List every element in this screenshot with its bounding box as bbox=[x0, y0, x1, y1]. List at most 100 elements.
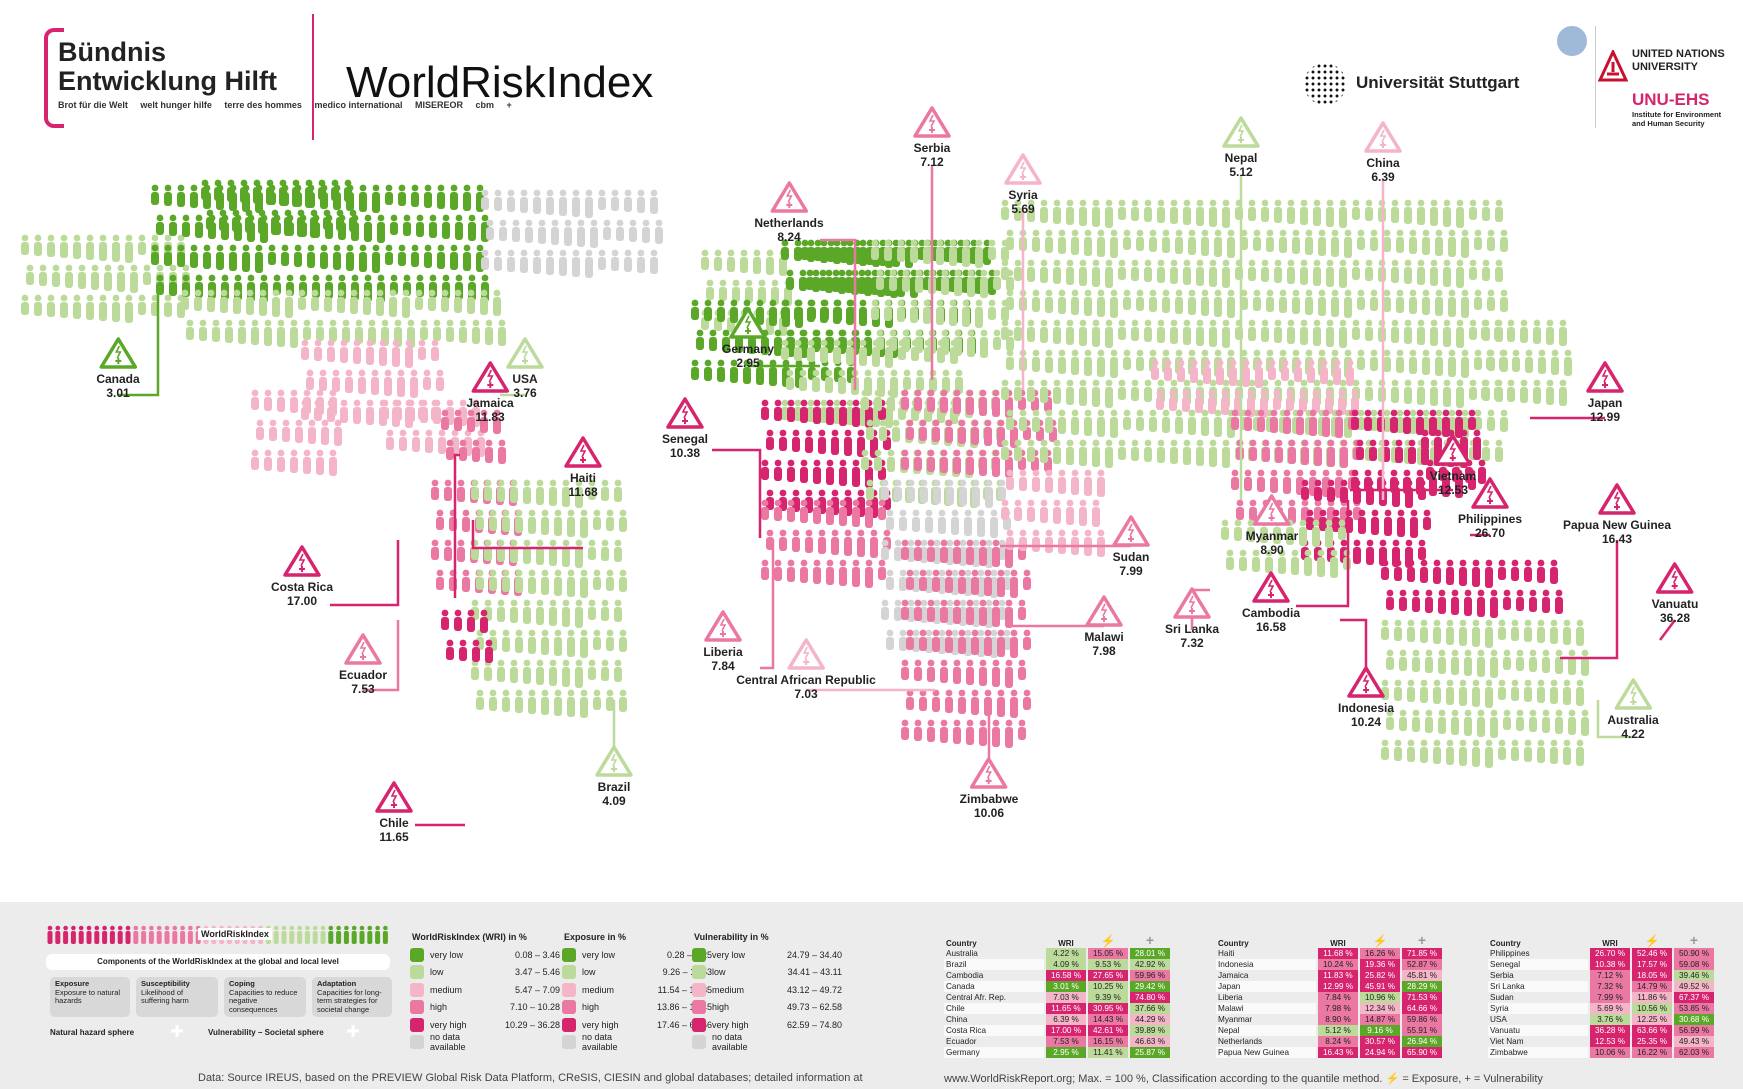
callout-value: 10.24 bbox=[1350, 715, 1382, 729]
callout-country: Germany bbox=[721, 342, 775, 356]
vulnerability-value: 53.85 % bbox=[1674, 1003, 1714, 1014]
callout-vanuatu: Vanuatu 36.28 bbox=[1652, 561, 1698, 625]
class-swatch bbox=[410, 947, 424, 962]
wri-value: 8.24 % bbox=[1318, 1036, 1358, 1047]
class-label: low bbox=[582, 967, 596, 977]
vulnerability-value: 44.29 % bbox=[1130, 1014, 1170, 1025]
class-range: 0.08 – 3.46 bbox=[514, 949, 560, 960]
callout-connector bbox=[1296, 500, 1350, 608]
exposure-value: 15.05 % bbox=[1088, 948, 1128, 959]
country-column-header: Country bbox=[1490, 939, 1521, 948]
classification-row: very high 17.46 – 63.66 bbox=[562, 1016, 712, 1033]
vulnerability-value: 56.99 % bbox=[1674, 1025, 1714, 1036]
class-swatch bbox=[562, 1000, 576, 1014]
wri-value: 4.22 % bbox=[1046, 948, 1086, 959]
callout-value: 3.01 bbox=[106, 386, 130, 400]
table-row: Liberia 7.84 % 10.96 % 71.53 % bbox=[1216, 992, 1442, 1003]
class-label: low bbox=[430, 967, 444, 977]
vulnerability-value: 28.01 % bbox=[1130, 948, 1170, 959]
callout-brazil: Brazil 4.09 bbox=[594, 744, 634, 808]
class-swatch bbox=[410, 965, 424, 979]
callout-japan: Japan 12.99 bbox=[1585, 360, 1625, 424]
class-label: high bbox=[712, 1002, 730, 1012]
table-row: Malawi 7.98 % 12.34 % 64.66 % bbox=[1216, 1003, 1442, 1014]
vulnerability-value: 45.81 % bbox=[1402, 970, 1442, 981]
callout-value: 11.68 bbox=[568, 485, 598, 499]
hazard-triangle-icon bbox=[729, 307, 767, 339]
classification-row: no data available bbox=[692, 1032, 842, 1052]
hazard-triangle-icon bbox=[666, 397, 704, 429]
callout-cambodia: Cambodia 16.58 bbox=[1242, 570, 1300, 634]
callout-connector bbox=[1659, 619, 1676, 641]
callout-connector bbox=[118, 290, 160, 397]
class-label: very high bbox=[430, 1019, 467, 1030]
hazard-triangle-icon bbox=[1085, 595, 1123, 627]
wri-value: 16.43 % bbox=[1318, 1047, 1358, 1058]
wri-value: 10.06 % bbox=[1590, 1047, 1630, 1058]
lightning-icon: ⚡ bbox=[1100, 934, 1116, 948]
population-region bbox=[901, 389, 1057, 478]
hazard-triangle-icon bbox=[471, 361, 509, 393]
callout-country: Philippines bbox=[1457, 512, 1523, 526]
university-name: Universität Stuttgart bbox=[1356, 73, 1520, 92]
exposure-value: 27.65 % bbox=[1088, 970, 1128, 981]
population-region bbox=[181, 289, 506, 348]
table-row: Indonesia 10.24 % 19.36 % 52.87 % bbox=[1216, 959, 1442, 970]
class-range: 43.12 – 49.72 bbox=[786, 984, 842, 995]
unu-ehs-label: UNU-EHS bbox=[1632, 90, 1710, 109]
country-column-header: Country bbox=[946, 939, 977, 948]
table-row: Netherlands 8.24 % 30.57 % 26.94 % bbox=[1216, 1036, 1442, 1047]
member-logo: terre des hommes bbox=[224, 100, 302, 110]
country-name: Jamaica bbox=[1218, 971, 1249, 980]
callout-country: Central African Republic bbox=[736, 673, 876, 687]
callout-malawi: Malawi 7.98 bbox=[1084, 594, 1124, 658]
component-susceptibility: Susceptibility Likelihood of suffering h… bbox=[136, 977, 218, 1017]
callout-value: 5.12 bbox=[1229, 165, 1253, 179]
population-region bbox=[1381, 619, 1589, 768]
exposure-value: 12.34 % bbox=[1360, 1003, 1400, 1014]
callout-value: 12.99 bbox=[1589, 410, 1621, 424]
vulnerability-value: 50.90 % bbox=[1674, 948, 1714, 959]
vulnerability-value: 59.86 % bbox=[1402, 1014, 1442, 1025]
hazard-triangle-icon bbox=[1471, 477, 1509, 509]
population-region bbox=[151, 184, 489, 303]
classification-row: high 13.86 – 17.45 bbox=[562, 999, 712, 1016]
callout-country: Papua New Guinea bbox=[1562, 518, 1672, 532]
plus-icon: + bbox=[1417, 932, 1427, 948]
callout-value: 6.39 bbox=[1371, 170, 1395, 184]
callout-value: 12.53 bbox=[1437, 483, 1469, 497]
population-region bbox=[441, 609, 493, 663]
hazard-triangle-icon bbox=[1173, 587, 1211, 619]
callout-country: Myanmar bbox=[1245, 529, 1299, 543]
vulnerability-value: 29.42 % bbox=[1130, 981, 1170, 992]
un-emblem-icon bbox=[1557, 26, 1587, 56]
class-range: 9.26 – 11.53 bbox=[662, 967, 712, 977]
exposure-value: 14.43 % bbox=[1088, 1014, 1128, 1025]
class-range: 49.73 – 62.58 bbox=[786, 1002, 842, 1012]
wri-value: 17.00 % bbox=[1046, 1025, 1086, 1036]
callout-value: 11.83 bbox=[475, 410, 505, 424]
exposure-value: 9.16 % bbox=[1360, 1025, 1400, 1036]
callout-connector bbox=[330, 540, 400, 607]
exposure-value: 30.57 % bbox=[1360, 1036, 1400, 1047]
classification-row: very low 0.28 – 9.25 bbox=[562, 946, 712, 963]
callout-connector bbox=[1596, 700, 1633, 739]
country-name: Viet Nam bbox=[1490, 1037, 1524, 1046]
callout-value: 7.53 bbox=[351, 682, 375, 696]
table-header: Country WRI ⚡ + bbox=[1216, 928, 1442, 948]
logo-bracket bbox=[44, 28, 64, 128]
callout-value: 2.95 bbox=[736, 356, 760, 370]
classification-row: very low 0.08 – 3.46 bbox=[410, 946, 560, 963]
class-label: high bbox=[582, 1002, 600, 1012]
member-logo: cbm bbox=[475, 100, 495, 110]
class-swatch bbox=[410, 982, 424, 997]
wri-column-header: WRI bbox=[1602, 939, 1618, 948]
country-name: Ecuador bbox=[946, 1037, 977, 1046]
class-range: 11.54 – 13.85 bbox=[657, 984, 712, 995]
classification-title: WorldRiskIndex (WRI) in % bbox=[412, 932, 527, 942]
wri-value: 7.84 % bbox=[1318, 992, 1358, 1003]
exposure-value: 17.57 % bbox=[1632, 959, 1672, 970]
class-range: 0.28 – 9.25 bbox=[666, 949, 712, 960]
callout-jamaica: Jamaica 11.83 bbox=[466, 360, 514, 424]
callout-value: 5.69 bbox=[1011, 202, 1035, 216]
